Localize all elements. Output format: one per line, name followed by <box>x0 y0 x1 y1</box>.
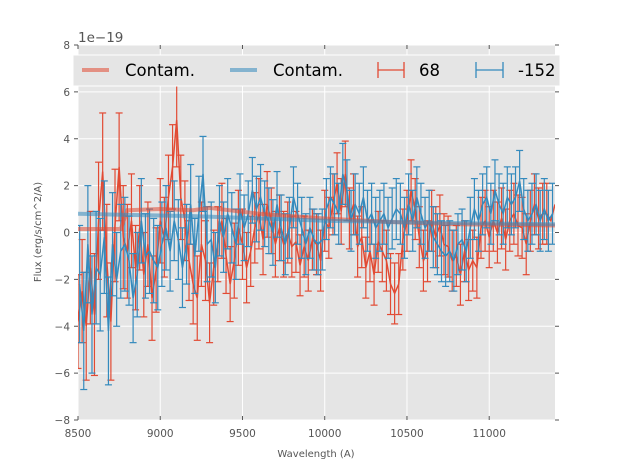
legend-label-68: 68 <box>419 61 440 80</box>
y-tick-label: −4 <box>55 321 71 333</box>
legend-errorbar-blue-swatch <box>475 62 504 78</box>
x-tick-label: 8500 <box>65 428 92 440</box>
y-tick-label: 8 <box>63 40 70 52</box>
contam-line-1 <box>78 211 555 227</box>
y-tick-label: −8 <box>55 415 70 427</box>
y-tick-label: 2 <box>63 181 70 193</box>
errorbar-series-3 <box>78 135 555 391</box>
x-tick-label: 10000 <box>308 428 341 440</box>
y-tick-label: 0 <box>63 228 70 240</box>
x-tick-label: 10500 <box>390 428 423 440</box>
y-offset-label: 1e−19 <box>78 30 123 46</box>
legend-errorbar-red-swatch <box>377 62 405 78</box>
y-tick-label: 4 <box>63 134 70 146</box>
legend-label-contam-red: Contam. <box>125 61 195 80</box>
series-layer <box>78 72 555 391</box>
x-tick-label: 9000 <box>147 428 174 440</box>
legend: Contam. Contam. 68 -152 <box>72 54 561 87</box>
y-tick-label: −2 <box>55 274 70 286</box>
x-tick-label: 11000 <box>473 428 506 440</box>
y-tick-label: −6 <box>55 368 71 380</box>
legend-label-contam-blue: Contam. <box>273 61 343 80</box>
x-tick-label: 9500 <box>229 428 256 440</box>
flux-line--152 <box>78 173 554 332</box>
y-tick-label: 6 <box>63 87 70 99</box>
legend-label-neg152: -152 <box>518 61 555 80</box>
x-axis-label: Wavelength (A) <box>277 449 354 460</box>
y-axis-label: Flux (erg/s/cm^2/A) <box>33 182 44 282</box>
